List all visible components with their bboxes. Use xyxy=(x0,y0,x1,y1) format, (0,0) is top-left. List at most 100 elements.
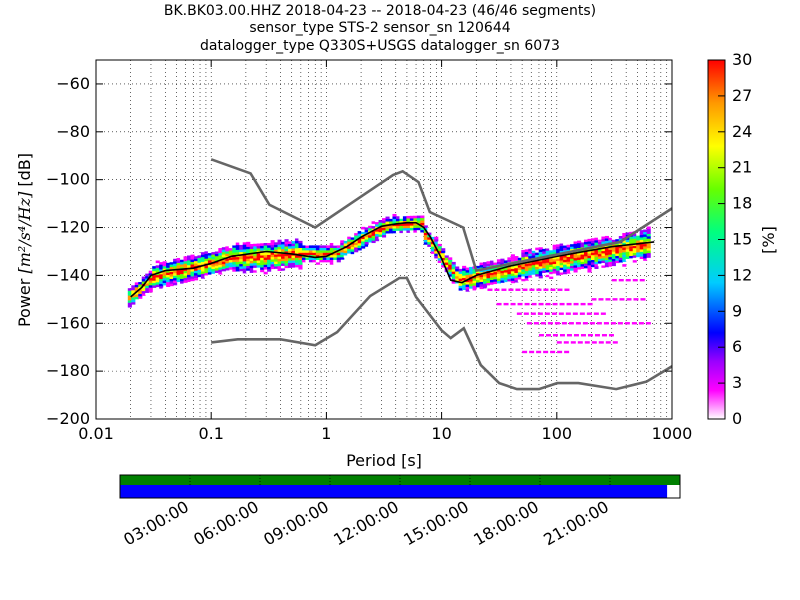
outlier-segment xyxy=(586,312,592,315)
heatmap-cell xyxy=(354,237,359,241)
outlier-segment xyxy=(624,322,630,325)
heatmap-cell xyxy=(580,251,585,255)
heatmap-cell xyxy=(134,296,139,300)
heatmap-cell xyxy=(162,275,167,279)
heatmap-cell xyxy=(503,269,508,273)
outlier-segment xyxy=(537,312,543,315)
heatmap-cell xyxy=(291,262,296,266)
heatmap-cell xyxy=(225,258,230,261)
heatmap-cell xyxy=(507,266,512,270)
outlier-segment xyxy=(605,298,611,301)
heatmap-cell xyxy=(639,246,644,250)
heatmap-cell xyxy=(566,247,571,250)
heatmap-cell xyxy=(225,253,230,257)
heatmap-cell xyxy=(260,269,265,273)
heatmap-cell xyxy=(249,253,254,257)
heatmap-cell xyxy=(636,252,641,255)
timeline-tick-label: 15:00:00 xyxy=(400,497,472,549)
heatmap-cell xyxy=(486,280,491,284)
heatmap-cell xyxy=(221,256,226,260)
outlier-segment xyxy=(584,341,590,344)
heatmap-cell xyxy=(618,250,623,253)
heatmap-cell xyxy=(242,266,247,269)
heatmap-cell xyxy=(462,265,467,269)
heatmap-cell xyxy=(239,259,244,262)
heatmap-cell xyxy=(305,242,310,246)
heatmap-cell xyxy=(486,261,491,264)
heatmap-cell xyxy=(218,257,223,261)
heatmap-cell xyxy=(211,273,216,277)
heatmap-cell xyxy=(556,268,561,271)
heatmap-cell xyxy=(503,260,508,263)
heatmap-cell xyxy=(326,245,331,248)
heatmap-cell xyxy=(183,258,188,262)
heatmap-cell xyxy=(552,251,557,255)
heatmap-cell xyxy=(322,252,327,256)
heatmap-cell xyxy=(462,270,467,274)
heatmap-cell xyxy=(187,265,192,268)
heatmap-cell xyxy=(549,271,554,275)
heatmap-cell xyxy=(246,244,251,247)
heatmap-cell xyxy=(608,256,613,260)
heatmap-cell xyxy=(573,260,578,263)
heatmap-cell xyxy=(242,263,247,267)
colorbar-tick-label: 3 xyxy=(732,373,742,392)
heatmap-cell xyxy=(159,278,164,282)
heatmap-cell xyxy=(183,273,188,276)
outlier-segment xyxy=(626,298,632,301)
heatmap-cell xyxy=(131,297,136,300)
heatmap-cell xyxy=(521,278,526,282)
heatmap-cell xyxy=(528,248,533,252)
heatmap-cell xyxy=(615,260,620,264)
heatmap-cell xyxy=(493,259,498,263)
heatmap-cell xyxy=(531,279,536,282)
heatmap-cell xyxy=(583,244,589,247)
heatmap-cell xyxy=(267,257,272,260)
heatmap-cell xyxy=(573,265,578,268)
heatmap-cell xyxy=(232,245,237,248)
heatmap-cell xyxy=(141,293,146,296)
heatmap-cell xyxy=(479,276,484,280)
heatmap-cell xyxy=(134,284,139,288)
outlier-segment xyxy=(550,350,556,354)
heatmap-cell xyxy=(253,270,258,273)
outlier-segment xyxy=(582,322,588,325)
heatmap-cell xyxy=(378,219,383,223)
heatmap-cell xyxy=(528,275,533,278)
heatmap-cell xyxy=(246,253,251,257)
heatmap-cell xyxy=(517,264,522,268)
heatmap-cell xyxy=(618,259,623,263)
heatmap-cell xyxy=(451,269,456,272)
heatmap-cell xyxy=(563,254,568,258)
heatmap-cell xyxy=(465,267,470,271)
outlier-segment xyxy=(638,322,644,325)
heatmap-cell xyxy=(235,249,240,253)
heatmap-cell xyxy=(406,223,411,226)
heatmap-cell xyxy=(552,263,557,267)
heatmap-cell xyxy=(597,251,602,255)
outlier-segment xyxy=(515,288,521,291)
heatmap-cell xyxy=(361,243,366,247)
heatmap-cell xyxy=(476,265,481,269)
heatmap-cell xyxy=(211,271,216,274)
heatmap-cell xyxy=(173,263,178,267)
heatmap-cell xyxy=(193,277,199,281)
heatmap-cell xyxy=(632,250,637,254)
heatmap-cell xyxy=(350,234,355,238)
heatmap-cell xyxy=(615,250,620,254)
heatmap-cell xyxy=(517,269,522,273)
heatmap-cell xyxy=(256,262,261,266)
heatmap-cell xyxy=(375,224,380,227)
heatmap-cell xyxy=(127,290,132,294)
heatmap-cell xyxy=(542,263,547,266)
heatmap-cell xyxy=(361,238,366,242)
plot-frame xyxy=(95,59,673,420)
heatmap-cell xyxy=(308,247,313,251)
heatmap-cell xyxy=(503,284,508,287)
heatmap-cell xyxy=(239,266,244,269)
heatmap-cell xyxy=(608,259,613,262)
heatmap-cell xyxy=(542,270,547,273)
heatmap-cell xyxy=(601,250,606,254)
heatmap-cell xyxy=(483,264,488,267)
heatmap-cell xyxy=(639,234,644,238)
